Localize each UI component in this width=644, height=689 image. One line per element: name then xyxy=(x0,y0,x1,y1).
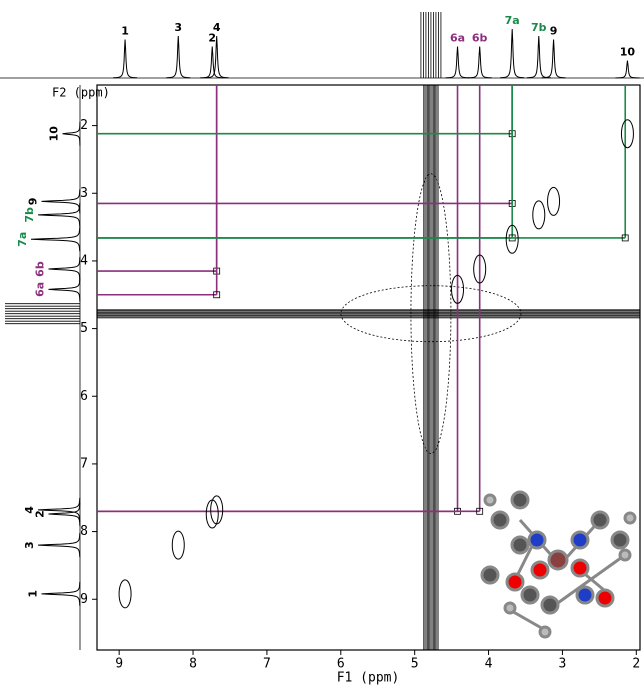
top-spectrum-peak xyxy=(467,46,492,79)
y-tick-label: 9 xyxy=(80,592,88,607)
y-tick-label: 8 xyxy=(80,524,88,539)
peak-label: 6b xyxy=(472,32,488,45)
left-spectrum-peak xyxy=(48,257,81,282)
x-tick-label: 3 xyxy=(559,657,567,672)
top-spectrum-peak xyxy=(526,35,551,79)
left-peak-label: 9 xyxy=(27,198,40,206)
peak-label: 1 xyxy=(121,25,129,38)
left-peak-label: 10 xyxy=(48,126,61,142)
diagonal-peak xyxy=(620,119,634,149)
x-axis-label: F1 (ppm) xyxy=(337,671,400,686)
left-spectrum-peak xyxy=(41,189,81,214)
diagonal-peak xyxy=(451,274,465,304)
y-tick-label: 4 xyxy=(80,253,88,268)
y-tick-label: 6 xyxy=(80,389,88,404)
top-spectrum-peak xyxy=(500,28,525,79)
peak-label: 7a xyxy=(505,14,520,27)
peak-label: 3 xyxy=(174,21,182,34)
peak-label: 10 xyxy=(620,46,636,59)
x-tick-label: 4 xyxy=(485,657,493,672)
top-spectrum-peak xyxy=(200,46,225,79)
top-spectrum-peak xyxy=(615,60,640,79)
left-spectrum-peak xyxy=(48,277,81,302)
peak-label: 7b xyxy=(531,21,547,34)
solvent-signal xyxy=(97,85,640,650)
x-tick-label: 8 xyxy=(189,657,197,672)
diagonal-peak xyxy=(171,530,185,560)
left-peak-label: 3 xyxy=(23,541,36,549)
x-tick-label: 7 xyxy=(263,657,271,672)
diagonal-peak xyxy=(505,224,519,254)
left-spectrum-peak xyxy=(41,581,81,606)
top-spectrum-peak xyxy=(113,39,138,79)
diagonal-peak xyxy=(473,254,487,284)
left-spectrum-peak xyxy=(62,121,81,146)
x-tick-label: 6 xyxy=(337,657,345,672)
y-tick-label: 5 xyxy=(80,321,88,336)
left-spectrum-peak xyxy=(37,497,81,522)
left-peak-label: 6b xyxy=(34,261,47,277)
y-tick-label: 2 xyxy=(80,118,88,133)
y-tick-label: 7 xyxy=(80,456,88,471)
top-spectrum-peak xyxy=(204,35,229,79)
peak-label: 2 xyxy=(208,32,216,45)
x-tick-label: 9 xyxy=(115,657,123,672)
y-axis-label: F2 (ppm) xyxy=(52,86,110,100)
cross-peak xyxy=(476,507,484,515)
top-spectrum-peak xyxy=(166,35,191,79)
diagonal-peak xyxy=(532,200,546,230)
diagonal-peak xyxy=(210,495,224,525)
top-spectrum-peak xyxy=(541,39,566,79)
diagonal-peak xyxy=(118,579,132,609)
left-peak-label: 7b xyxy=(23,207,36,223)
diagonal-peak xyxy=(547,186,561,216)
left-peak-label: 6a xyxy=(34,282,47,297)
top-spectrum-peak xyxy=(445,46,470,79)
left-peak-label: 1 xyxy=(27,590,40,598)
x-tick-label: 2 xyxy=(632,657,640,672)
left-spectrum-peak xyxy=(48,501,81,527)
x-tick-label: 5 xyxy=(411,657,419,672)
solvent-contour xyxy=(410,173,452,455)
left-spectrum-peak xyxy=(37,533,81,558)
y-tick-label: 3 xyxy=(80,186,88,201)
cross-peak xyxy=(213,291,221,299)
left-peak-label: 7a xyxy=(16,232,29,247)
left-spectrum-peak xyxy=(37,202,81,227)
cross-peak xyxy=(621,234,629,242)
molecule xyxy=(480,490,637,639)
left-spectrum-peak xyxy=(30,227,81,252)
left-peak-label: 4 xyxy=(23,506,36,514)
peak-label: 6a xyxy=(450,32,465,45)
left-peak-label: 2 xyxy=(34,510,47,518)
solvent-contour xyxy=(340,285,522,343)
peak-label: 9 xyxy=(550,25,558,38)
peak-label: 4 xyxy=(213,21,221,34)
plot-frame xyxy=(96,84,641,651)
